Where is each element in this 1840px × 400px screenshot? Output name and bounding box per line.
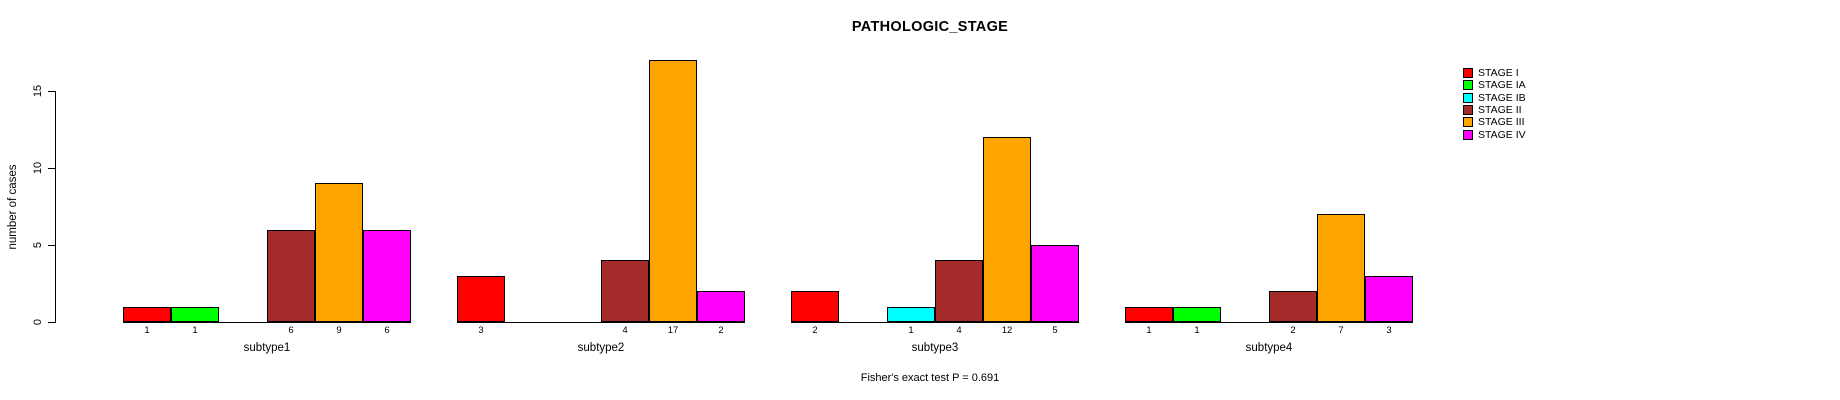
y-tick-mark (48, 91, 55, 92)
fisher-test-annotation: Fisher's exact test P = 0.691 (860, 372, 1000, 384)
y-axis-line (55, 91, 56, 323)
bar-subtype1-stage-iii (315, 183, 363, 322)
bar-subtype3-stage-iii (983, 137, 1031, 322)
bar-value-label: 7 (1338, 325, 1344, 336)
legend-swatch-icon (1463, 104, 1473, 115)
bar-group-subtype4 (1125, 91, 1413, 323)
bar-value-label: 2 (812, 325, 818, 336)
bar-value-label: 17 (667, 325, 679, 336)
bar-group-subtype3 (791, 91, 1079, 323)
y-tick-label: 5 (32, 241, 44, 249)
legend-row-stage-iv: STAGE IV (1463, 129, 1526, 141)
y-tick-mark (48, 322, 55, 323)
bar-subtype1-stage-i (123, 307, 171, 322)
bar-value-label: 1 (192, 325, 198, 336)
legend-row-stage-iii: STAGE III (1463, 116, 1524, 128)
bar-value-label: 9 (336, 325, 342, 336)
bar-subtype3-stage-ii (935, 260, 983, 322)
legend-label: STAGE III (1478, 116, 1525, 129)
bar-group-subtype2 (457, 60, 745, 323)
bar-value-label: 3 (478, 325, 484, 336)
bar-subtype3-stage-iv (1031, 245, 1079, 322)
bar-value-label: 1 (1194, 325, 1200, 336)
bar-value-label: 5 (1052, 325, 1058, 336)
legend-label: STAGE II (1478, 103, 1522, 116)
category-label-subtype3: subtype3 (911, 342, 959, 354)
bar-value-label: 2 (718, 325, 724, 336)
bar-subtype4-stage-ia (1173, 307, 1221, 322)
legend-row-stage-ib: STAGE IB (1463, 92, 1526, 104)
bar-subtype3-stage-i (791, 291, 839, 322)
bar-value-label: 6 (384, 325, 390, 336)
y-tick-mark (48, 168, 55, 169)
bar-subtype1-stage-ii (267, 230, 315, 322)
legend-label: STAGE I (1478, 67, 1519, 79)
y-tick-mark (48, 245, 55, 246)
bar-value-label: 1 (144, 325, 150, 336)
legend-row-stage-ia: STAGE IA (1463, 79, 1526, 91)
bar-subtype4-stage-iii (1317, 214, 1365, 322)
bar-value-label: 12 (1001, 325, 1013, 336)
legend-swatch-icon (1463, 92, 1473, 103)
bar-value-label: 6 (288, 325, 294, 336)
legend-swatch-icon (1463, 117, 1473, 128)
bar-subtype1-stage-iv (363, 230, 411, 322)
chart-title: PATHOLOGIC_STAGE (851, 19, 1009, 35)
bar-subtype2-stage-ii (601, 260, 649, 322)
legend-label: STAGE IB (1478, 91, 1526, 104)
legend-swatch-icon (1463, 129, 1473, 140)
legend-row-stage-i: STAGE I (1463, 67, 1519, 79)
bar-group-subtype1 (123, 91, 411, 323)
bar-value-label: 4 (956, 325, 962, 336)
bar-subtype3-stage-ib (887, 307, 935, 322)
legend-label: STAGE IA (1478, 79, 1526, 92)
category-label-subtype2: subtype2 (577, 342, 625, 354)
bar-value-label: 1 (908, 325, 914, 336)
bar-subtype2-stage-i (457, 276, 505, 322)
legend-row-stage-ii: STAGE II (1463, 104, 1522, 116)
bar-subtype1-stage-ia (171, 307, 219, 322)
legend-swatch-icon (1463, 80, 1473, 91)
bar-subtype2-stage-iv (697, 291, 745, 322)
y-tick-label: 10 (32, 161, 44, 175)
category-label-subtype1: subtype1 (243, 342, 291, 354)
y-tick-label: 0 (32, 318, 44, 326)
category-label-subtype4: subtype4 (1245, 342, 1293, 354)
bar-subtype2-stage-iii (649, 60, 697, 322)
y-axis-title: number of cases (7, 164, 19, 250)
bar-value-label: 4 (622, 325, 628, 336)
bar-subtype4-stage-i (1125, 307, 1173, 322)
legend-label: STAGE IV (1478, 128, 1526, 141)
bar-subtype4-stage-ii (1269, 291, 1317, 322)
bar-subtype4-stage-iv (1365, 276, 1413, 322)
bar-value-label: 1 (1146, 325, 1152, 336)
y-tick-label: 15 (32, 84, 44, 98)
legend-swatch-icon (1463, 68, 1473, 78)
bar-value-label: 3 (1386, 325, 1392, 336)
bar-value-label: 2 (1290, 325, 1296, 336)
